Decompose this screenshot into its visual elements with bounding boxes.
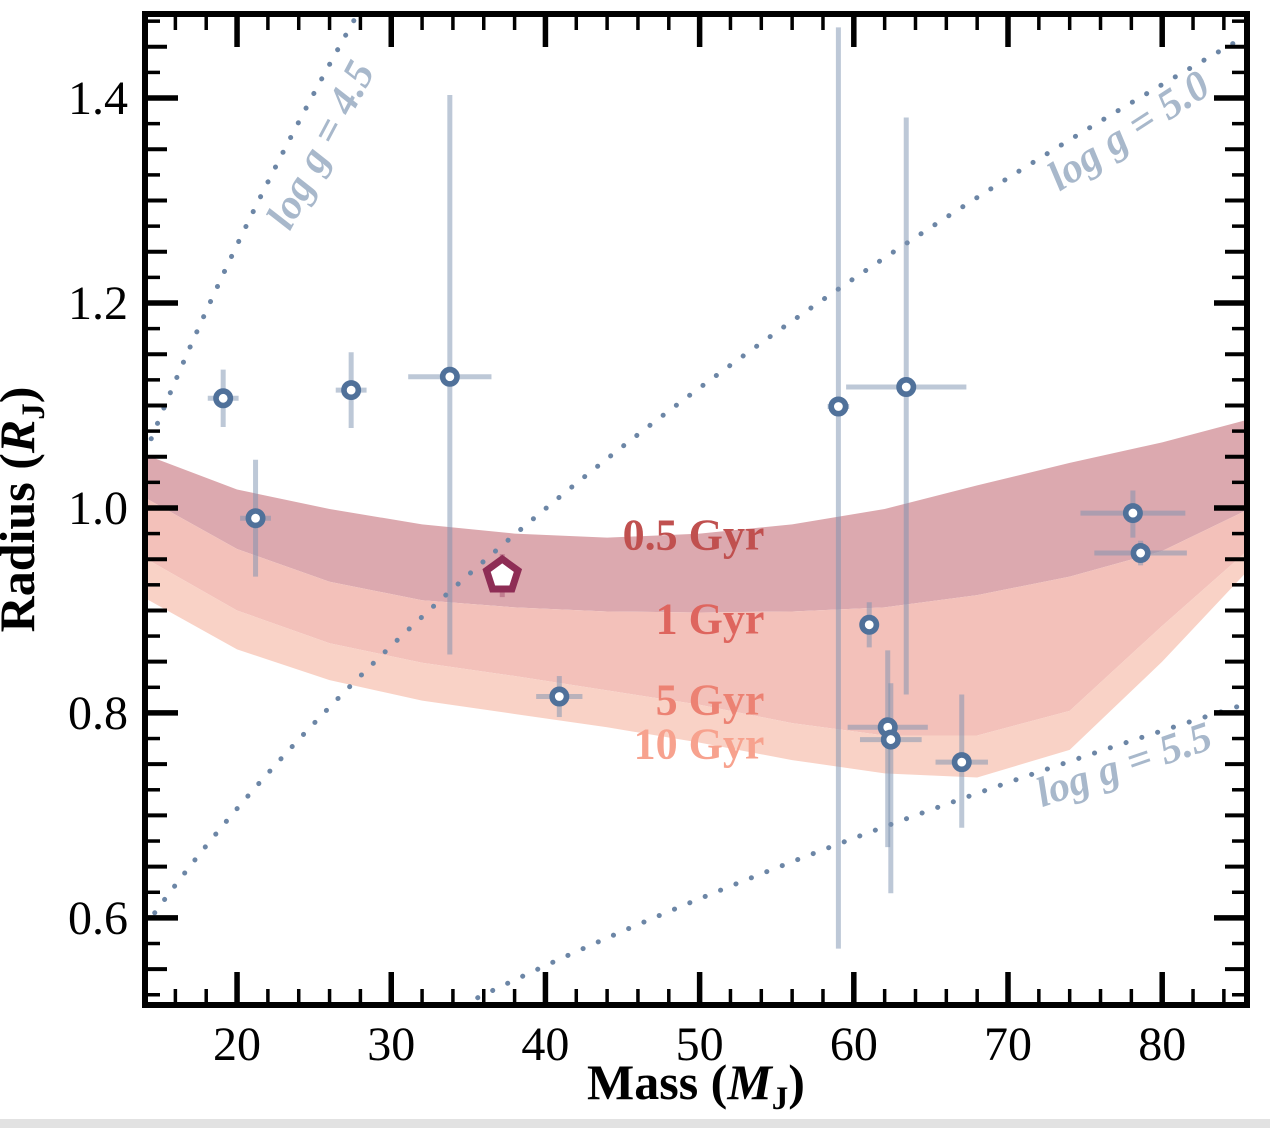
x-tick-label: 70 bbox=[984, 1018, 1032, 1071]
isochrone-label: 1 Gyr bbox=[656, 595, 765, 644]
isochrone-bands bbox=[145, 419, 1247, 778]
data-point-marker bbox=[896, 377, 917, 398]
logg-lines bbox=[145, 14, 1247, 1005]
logg-label: log g = 5.0 bbox=[1040, 62, 1218, 200]
isochrone-label: 10 Gyr bbox=[634, 720, 765, 769]
y-tick-label: 1.4 bbox=[68, 72, 128, 125]
data-point-marker bbox=[439, 366, 460, 387]
x-tick-label: 80 bbox=[1138, 1018, 1186, 1071]
data-point-marker bbox=[828, 396, 849, 417]
data-point-marker bbox=[1122, 503, 1143, 524]
pentagon-marker bbox=[482, 554, 523, 593]
window-edge-strip bbox=[0, 1119, 1270, 1128]
axes: 20 30 40 50 60 70 80 0.6 0.8 1.0 1.2 1.4 Mass (MJ) Ra… bbox=[0, 11, 1250, 1117]
data-point-marker bbox=[549, 686, 570, 707]
data-point-marker bbox=[213, 388, 234, 409]
isochrone-label: 5 Gyr bbox=[656, 676, 765, 725]
x-tick-label: 60 bbox=[830, 1018, 878, 1071]
x-tick-label: 40 bbox=[521, 1018, 569, 1071]
isochrone-band-1 bbox=[145, 497, 1247, 736]
x-axis-label: Mass (MJ) bbox=[587, 1054, 805, 1117]
x-tick-label: 50 bbox=[676, 1018, 724, 1071]
data-point-marker bbox=[341, 380, 362, 401]
logg-line bbox=[145, 33, 1247, 929]
data-point-marker bbox=[951, 752, 972, 773]
y-tick-label: 0.6 bbox=[68, 892, 128, 945]
y-tick-label: 1.2 bbox=[68, 277, 128, 330]
y-tick-label: 0.8 bbox=[68, 687, 128, 740]
isochrone-band-0 bbox=[145, 419, 1247, 613]
logg-line bbox=[145, 14, 361, 457]
x-tick-label: 20 bbox=[213, 1018, 261, 1071]
isochrone-band-2 bbox=[145, 551, 1247, 778]
data-point-marker bbox=[859, 614, 880, 635]
y-axis-label: Radius (RJ) bbox=[0, 387, 52, 633]
data-markers bbox=[213, 366, 1151, 773]
data-point-marker bbox=[880, 729, 901, 750]
data-point-marker bbox=[1130, 543, 1151, 564]
data-point-marker bbox=[245, 508, 266, 529]
isochrone-label: 0.5 Gyr bbox=[623, 511, 765, 560]
y-tick-label: 1.0 bbox=[68, 482, 128, 535]
x-tick-label: 30 bbox=[367, 1018, 415, 1071]
